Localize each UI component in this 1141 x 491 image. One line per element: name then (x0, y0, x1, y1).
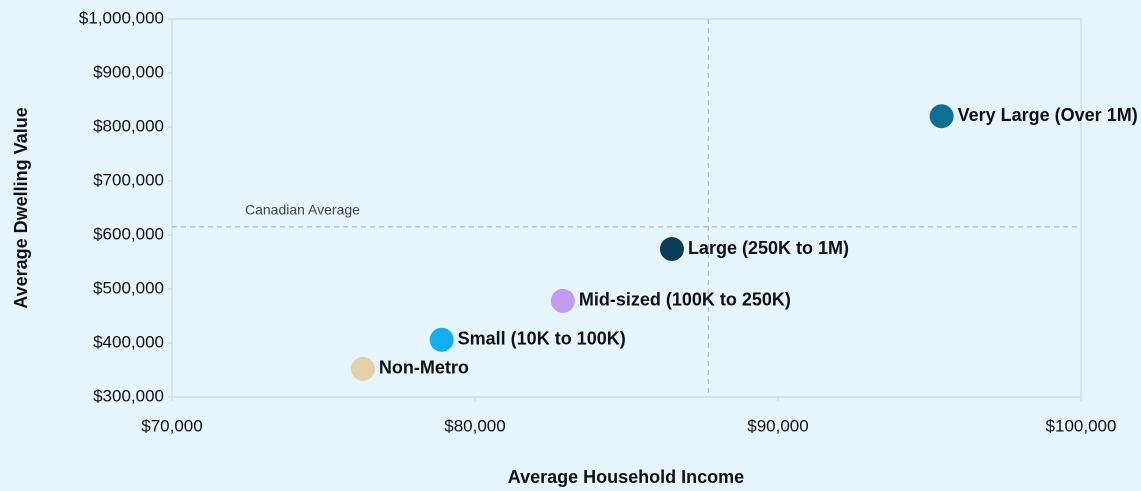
point (429, 327, 454, 352)
y-tick-label: $300,000 (93, 386, 164, 405)
y-tick-label: $1,000,000 (79, 8, 164, 27)
point (550, 288, 575, 313)
y-tick-label: $500,000 (93, 278, 164, 297)
point-label: Very Large (Over 1M) (958, 105, 1138, 125)
x-tick-label: $70,000 (141, 416, 202, 435)
point (659, 237, 684, 262)
y-tick-label: $600,000 (93, 224, 164, 243)
point-label: Non-Metro (379, 358, 469, 378)
point-label: Large (250K to 1M) (688, 238, 849, 258)
point-label: Mid-sized (100K to 250K) (579, 290, 791, 310)
point (350, 356, 375, 381)
point-label: Small (10K to 100K) (458, 329, 626, 349)
point (929, 104, 954, 129)
y-tick-label: $700,000 (93, 170, 164, 189)
x-tick-label: $100,000 (1046, 416, 1117, 435)
plot-area (171, 18, 1082, 398)
y-tick-label: $900,000 (93, 62, 164, 81)
x-tick-label: $90,000 (747, 416, 808, 435)
reference-label: Canadian Average (245, 202, 360, 218)
x-axis-title: Average Household Income (508, 467, 744, 487)
y-tick-label: $400,000 (93, 332, 164, 351)
x-tick-label: $80,000 (444, 416, 505, 435)
y-tick-label: $800,000 (93, 116, 164, 135)
y-axis-title: Average Dwelling Value (11, 107, 31, 308)
